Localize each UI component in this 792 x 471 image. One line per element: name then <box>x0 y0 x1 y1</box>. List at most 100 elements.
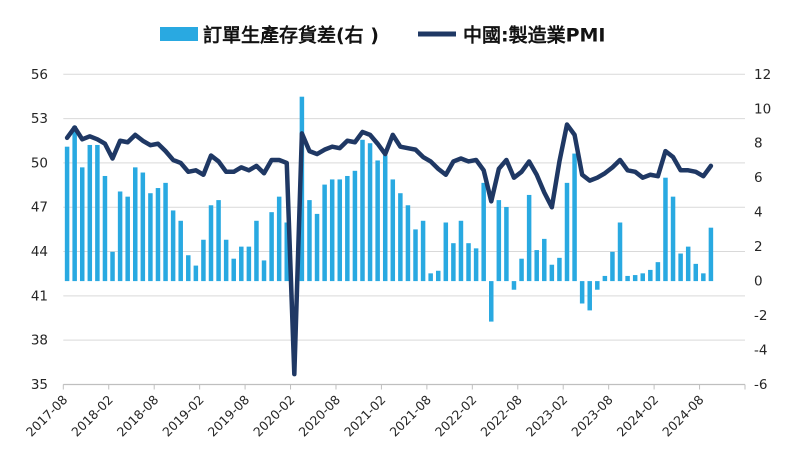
y-axis-right-tick-label: 0 <box>754 274 763 290</box>
y-axis-right: 12 10 8 6 4 2 0 -2 -4 -6 <box>754 67 771 393</box>
bar-2018-04 <box>125 196 130 282</box>
pmi-line-series <box>64 122 714 377</box>
bar-2018-11 <box>178 220 183 282</box>
y-axis-left-tick-label: 44 <box>31 244 48 260</box>
bar-2023-09 <box>617 222 623 282</box>
y-axis-left-tick-label: 38 <box>31 333 48 349</box>
bar-2023-08 <box>610 251 615 282</box>
y-axis-left-tick-label: 50 <box>31 155 48 171</box>
bar-2023-01 <box>557 257 562 282</box>
x-axis-tick-label: 2021-08 <box>386 392 434 440</box>
bar-2019-08 <box>246 246 252 282</box>
bar-2020-04 <box>307 200 312 282</box>
bar-2020-12 <box>367 143 373 282</box>
legend-line-label: 中國:製造業PMI <box>463 24 606 47</box>
bar-2023-02 <box>564 182 570 282</box>
bar-2019-05 <box>223 239 229 282</box>
bar-2019-01 <box>193 265 199 282</box>
bar-2022-09 <box>526 194 532 282</box>
bar-2023-07 <box>602 275 608 282</box>
x-axis: 2017-082018-022018-082019-022019-082020-… <box>23 383 746 440</box>
bar-2021-05 <box>405 205 411 282</box>
bar-2021-11 <box>451 243 456 282</box>
y-axis-right-tick-label: 6 <box>754 170 763 186</box>
bar-2018-03 <box>117 191 123 282</box>
y-axis-right-tick-label: 12 <box>754 67 771 83</box>
bar-2023-10 <box>625 275 630 282</box>
bar-2021-06 <box>413 229 418 282</box>
bar-2022-08 <box>519 258 524 282</box>
x-axis-tick-label: 2024-08 <box>659 392 707 440</box>
y-axis-right-tick-label: 8 <box>754 136 763 152</box>
bar-2022-04 <box>489 281 494 322</box>
bar-2023-06 <box>595 281 600 290</box>
bar-2022-02 <box>473 248 479 282</box>
bar-2021-01 <box>375 160 380 282</box>
bar-2024-06 <box>685 246 691 282</box>
bar-2020-01 <box>284 222 289 282</box>
pmi-line <box>64 122 714 377</box>
y-axis-left-tick-label: 35 <box>31 377 48 393</box>
y-axis-left-tick-label: 47 <box>31 200 48 216</box>
x-axis-tick-label: 2021-02 <box>341 392 389 440</box>
bar-2017-10 <box>79 167 85 282</box>
bar-2019-07 <box>239 246 244 282</box>
y-axis-left-tick-label: 41 <box>31 288 48 304</box>
bar-2021-07 <box>420 220 426 282</box>
bar-2019-12 <box>276 196 282 282</box>
bar-2018-07 <box>148 193 153 282</box>
bar-2019-10 <box>261 260 267 282</box>
bar-2022-11 <box>542 238 547 282</box>
bar-2019-11 <box>269 212 274 282</box>
bar-2022-12 <box>549 264 555 282</box>
bar-2021-03 <box>390 179 396 282</box>
bar-2021-04 <box>398 193 403 282</box>
bar-2020-07 <box>329 179 335 282</box>
bar-2018-09 <box>163 182 168 282</box>
y-axis-right-tick-label: -4 <box>754 343 767 359</box>
bar-2023-11 <box>632 275 638 282</box>
bar-2018-06 <box>140 172 146 282</box>
bar-2017-08 <box>64 146 70 282</box>
bar-2024-03 <box>663 177 668 282</box>
bar-2020-09 <box>345 175 350 282</box>
bar-2017-09 <box>72 126 77 282</box>
bar-series <box>64 96 714 322</box>
x-axis-tick-label: 2018-02 <box>68 392 116 440</box>
bar-2021-08 <box>428 273 433 282</box>
y-axis-left-tick-label: 53 <box>31 111 48 127</box>
bar-2022-07 <box>511 281 517 290</box>
bar-2024-08 <box>701 273 706 282</box>
x-axis-tick-label: 2023-02 <box>523 392 571 440</box>
bar-2019-09 <box>254 220 259 282</box>
x-axis-tick-label: 2022-02 <box>432 392 480 440</box>
bar-2022-01 <box>466 243 471 282</box>
bar-2020-10 <box>352 170 358 282</box>
bar-2022-10 <box>534 250 539 282</box>
legend-bar-label: 訂單生產存貨差(右 ) <box>203 24 379 47</box>
bar-2021-09 <box>435 270 441 282</box>
bar-2018-08 <box>155 188 161 282</box>
x-axis-tick-label: 2024-02 <box>614 392 662 440</box>
x-axis-tick-label: 2022-08 <box>477 392 525 440</box>
x-axis-tick-label: 2019-08 <box>205 392 253 440</box>
x-axis-tick-label: 2019-02 <box>159 392 207 440</box>
x-axis-tick-label: 2017-08 <box>23 392 71 440</box>
bar-2019-03 <box>208 205 214 282</box>
bar-2024-09 <box>708 227 714 282</box>
bar-2018-12 <box>186 255 191 282</box>
bar-2017-11 <box>87 144 93 282</box>
bar-2023-05 <box>587 281 592 311</box>
bar-2022-03 <box>481 182 486 282</box>
y-axis-right-tick-label: -2 <box>754 308 767 324</box>
bar-2018-10 <box>170 210 176 282</box>
bar-2019-04 <box>216 200 221 282</box>
bar-2022-05 <box>496 200 502 282</box>
x-axis-tick-label: 2020-02 <box>250 392 298 440</box>
bar-2024-07 <box>693 263 699 282</box>
bar-2023-04 <box>579 281 585 304</box>
bar-2021-12 <box>458 220 464 282</box>
bar-2018-01 <box>102 175 108 282</box>
bar-2018-02 <box>110 251 115 282</box>
